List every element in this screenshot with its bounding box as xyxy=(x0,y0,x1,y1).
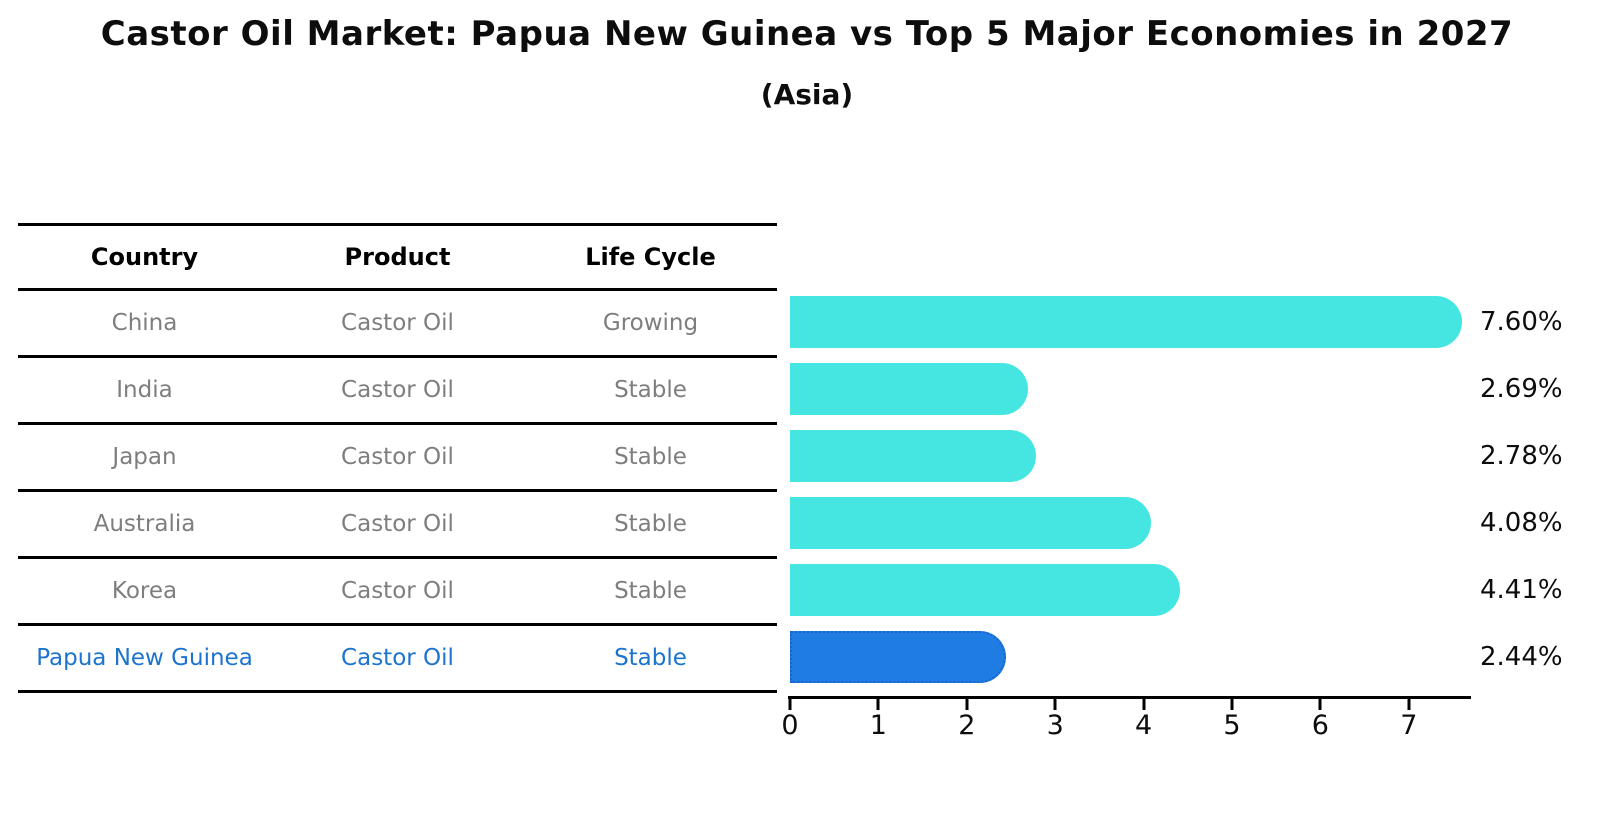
life-cycle-cell: Growing xyxy=(602,310,699,336)
x-axis-tick xyxy=(1230,699,1234,710)
bar-korea xyxy=(790,563,1180,616)
table-header-life-cycle: Life Cycle xyxy=(585,243,716,271)
country-cell: Korea xyxy=(111,578,178,604)
x-axis-tick-label: 2 xyxy=(958,710,976,741)
country-cell: Japan xyxy=(112,444,177,470)
bar-papua-new-guinea xyxy=(790,630,1006,683)
value-label-japan: 2.78% xyxy=(1480,440,1563,471)
x-axis-tick xyxy=(876,699,880,710)
x-axis-tick xyxy=(1053,699,1057,710)
product-cell: Castor Oil xyxy=(341,645,454,671)
life-cycle-cell: Stable xyxy=(614,645,687,671)
life-cycle-cell: Stable xyxy=(614,578,687,604)
x-axis-tick-label: 6 xyxy=(1311,710,1329,741)
bar-india xyxy=(790,362,1028,415)
x-axis-tick xyxy=(965,699,969,710)
country-cell: Australia xyxy=(93,511,196,537)
product-cell: Castor Oil xyxy=(341,578,454,604)
bar-australia xyxy=(790,496,1151,549)
table-row-india: India Castor Oil Stable xyxy=(18,358,777,425)
table-row-china: China Castor Oil Growing xyxy=(18,291,777,358)
bar-japan xyxy=(790,429,1036,482)
table-row-korea: Korea Castor Oil Stable xyxy=(18,559,777,626)
x-axis-tick xyxy=(1407,699,1411,710)
table-row-australia: Australia Castor Oil Stable xyxy=(18,492,777,559)
product-cell: Castor Oil xyxy=(341,310,454,336)
product-cell: Castor Oil xyxy=(341,511,454,537)
x-axis-line xyxy=(788,696,1471,699)
x-axis-tick-label: 7 xyxy=(1400,710,1418,741)
table-header-country: Country xyxy=(90,243,199,271)
chart-title: Castor Oil Market: Papua New Guinea vs T… xyxy=(100,14,1514,54)
x-axis-tick-label: 1 xyxy=(869,710,887,741)
country-cell: Papua New Guinea xyxy=(36,645,253,671)
product-cell: Castor Oil xyxy=(341,444,454,470)
value-label-korea: 4.41% xyxy=(1480,574,1563,605)
table-row-japan: Japan Castor Oil Stable xyxy=(18,425,777,492)
table-header-row: Country Product Life Cycle xyxy=(18,226,777,291)
x-axis-tick-label: 3 xyxy=(1046,710,1064,741)
x-axis-tick-label: 0 xyxy=(781,710,799,741)
life-cycle-cell: Stable xyxy=(614,444,687,470)
x-axis-tick xyxy=(1318,699,1322,710)
value-label-india: 2.69% xyxy=(1480,373,1563,404)
value-label-papua-new-guinea: 2.44% xyxy=(1480,641,1563,672)
product-cell: Castor Oil xyxy=(341,377,454,403)
value-label-australia: 4.08% xyxy=(1480,507,1563,538)
life-cycle-cell: Stable xyxy=(614,377,687,403)
table-header-product: Product xyxy=(344,243,451,271)
bar-china xyxy=(790,295,1462,348)
x-axis-tick-label: 4 xyxy=(1135,710,1153,741)
x-axis-tick-label: 5 xyxy=(1223,710,1241,741)
table-row-papua-new-guinea: Papua New Guinea Castor Oil Stable xyxy=(18,626,777,693)
comparison-table: Country Product Life Cycle China Castor Oil… xyxy=(18,223,777,693)
country-cell: China xyxy=(111,310,178,336)
life-cycle-cell: Stable xyxy=(614,511,687,537)
country-cell: India xyxy=(116,377,173,403)
value-label-china: 7.60% xyxy=(1480,306,1563,337)
x-axis-tick xyxy=(788,699,792,710)
chart-subtitle: (Asia) xyxy=(760,78,854,111)
x-axis-tick xyxy=(1142,699,1146,710)
